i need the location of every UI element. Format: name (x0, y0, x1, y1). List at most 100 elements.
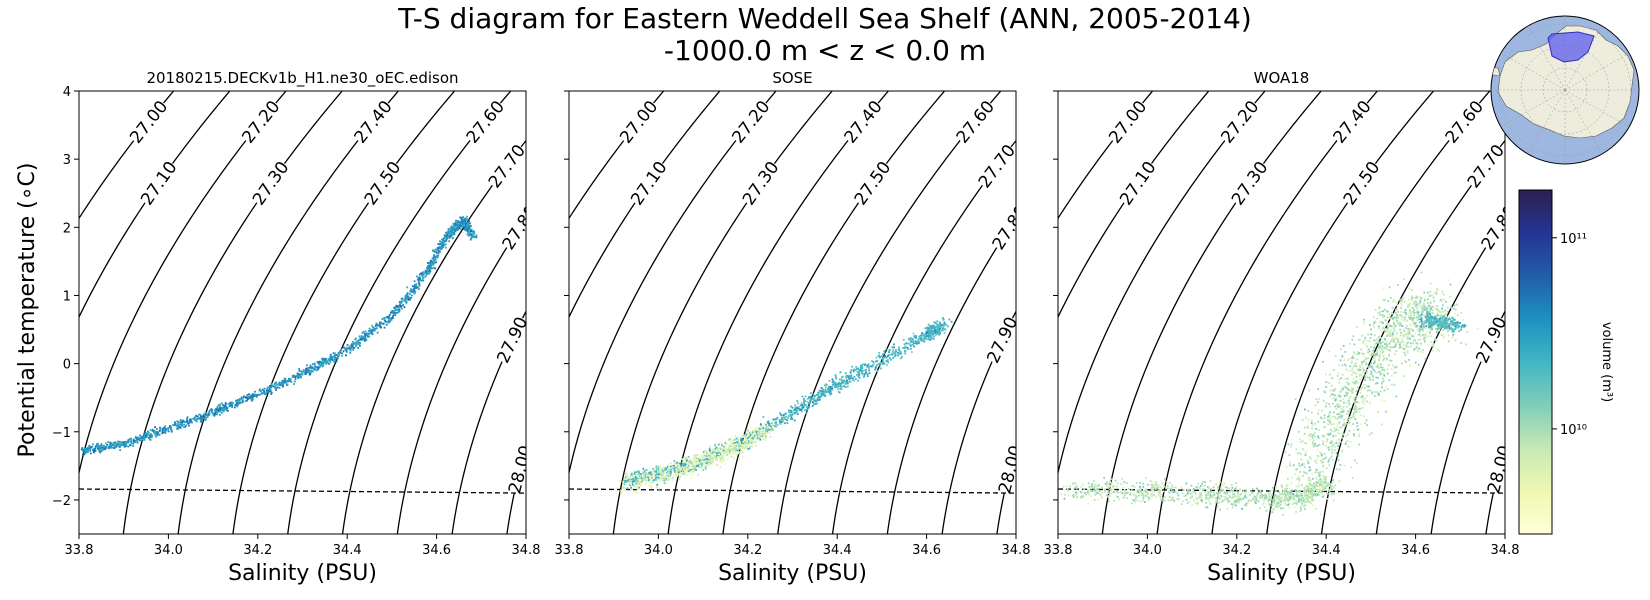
scatter-point (164, 428, 167, 430)
scatter-point (287, 380, 289, 383)
scatter-point (1326, 492, 1329, 495)
scatter-point (302, 369, 305, 372)
scatter-point (382, 322, 385, 325)
scatter-point (1309, 469, 1312, 471)
scatter-point (1382, 310, 1384, 313)
scatter-point (726, 453, 728, 456)
scatter-point (623, 478, 626, 480)
scatter-point (148, 437, 151, 440)
scatter-point (390, 318, 393, 321)
scatter-point (375, 327, 378, 330)
scatter-point (646, 477, 649, 480)
scatter-point (702, 463, 705, 466)
scatter-point (1293, 496, 1296, 499)
scatter-point (846, 382, 849, 385)
scatter-point (1095, 491, 1098, 494)
scatter-point (273, 383, 276, 386)
scatter-point (638, 484, 641, 487)
scatter-point (634, 484, 636, 487)
scatter-point (1281, 491, 1284, 494)
scatter-point (822, 392, 825, 395)
scatter-point (267, 391, 270, 393)
scatter-point (1235, 487, 1237, 490)
scatter-point (1276, 497, 1279, 500)
scatter-point (1309, 457, 1312, 460)
scatter-point (794, 406, 797, 409)
scatter-point (736, 446, 738, 449)
scatter-point (622, 482, 625, 485)
scatter-point (127, 445, 130, 448)
scatter-point (422, 271, 424, 274)
scatter-point (886, 359, 889, 362)
scatter-point (433, 257, 436, 259)
scatter-point (1320, 489, 1322, 492)
scatter-point (1387, 329, 1390, 331)
scatter-point (686, 474, 689, 476)
scatter-point (709, 449, 711, 452)
scatter-point (204, 414, 207, 417)
scatter-point (1357, 435, 1360, 437)
scatter-point (1304, 501, 1307, 503)
scatter-point (1145, 488, 1148, 491)
scatter-point (633, 479, 636, 482)
scatter-point (928, 338, 931, 341)
scatter-point (1151, 495, 1153, 498)
scatter-point (710, 452, 713, 455)
scatter-point (1307, 410, 1310, 412)
scatter-point (389, 317, 392, 320)
scatter-point (1303, 442, 1306, 445)
scatter-point (836, 386, 839, 388)
scatter-point (716, 464, 718, 466)
scatter-point (186, 416, 189, 419)
y-tick-label: 4 (63, 85, 71, 100)
scatter-point (1089, 487, 1092, 490)
scatter-point (1307, 496, 1310, 498)
scatter-point (1209, 487, 1212, 490)
scatter-point (1411, 335, 1414, 337)
scatter-point (1066, 485, 1068, 488)
scatter-point (1419, 335, 1422, 337)
scatter-point (125, 440, 128, 443)
scatter-point (1401, 318, 1403, 321)
scatter-point (1364, 422, 1367, 424)
scatter-point (1329, 418, 1332, 420)
scatter-point (849, 375, 852, 378)
scatter-point (99, 447, 101, 450)
scatter-point (769, 436, 772, 438)
scatter-point (1113, 499, 1116, 502)
scatter-point (660, 471, 663, 474)
scatter-point (1362, 398, 1365, 401)
scatter-point (1095, 485, 1098, 488)
scatter-point (682, 463, 685, 465)
scatter-point (899, 352, 902, 355)
scatter-point (1423, 298, 1426, 301)
scatter-point (1163, 499, 1166, 502)
scatter-point (1229, 490, 1232, 493)
scatter-point (638, 471, 640, 474)
scatter-point (322, 364, 325, 366)
scatter-point (1280, 507, 1283, 510)
scatter-point (402, 299, 405, 302)
scatter-point (693, 466, 696, 469)
scatter-point (1305, 495, 1308, 498)
scatter-point (465, 229, 468, 232)
y-tick-label: 1 (63, 289, 71, 304)
scatter-point (398, 300, 401, 303)
scatter-point (1250, 490, 1252, 493)
scatter-point (1308, 497, 1310, 500)
scatter-point (1328, 485, 1331, 487)
scatter-point (920, 336, 923, 339)
scatter-point (304, 373, 307, 375)
scatter-point (1216, 492, 1218, 495)
scatter-point (619, 491, 622, 494)
scatter-point (424, 269, 427, 272)
scatter-point (1402, 348, 1405, 350)
scatter-point (928, 331, 931, 334)
scatter-point (301, 372, 304, 375)
scatter-point (1264, 493, 1267, 496)
scatter-point (432, 262, 435, 265)
scatter-point (659, 471, 662, 474)
scatter-point (404, 294, 407, 297)
scatter-point (93, 451, 96, 454)
scatter-point (452, 227, 455, 229)
